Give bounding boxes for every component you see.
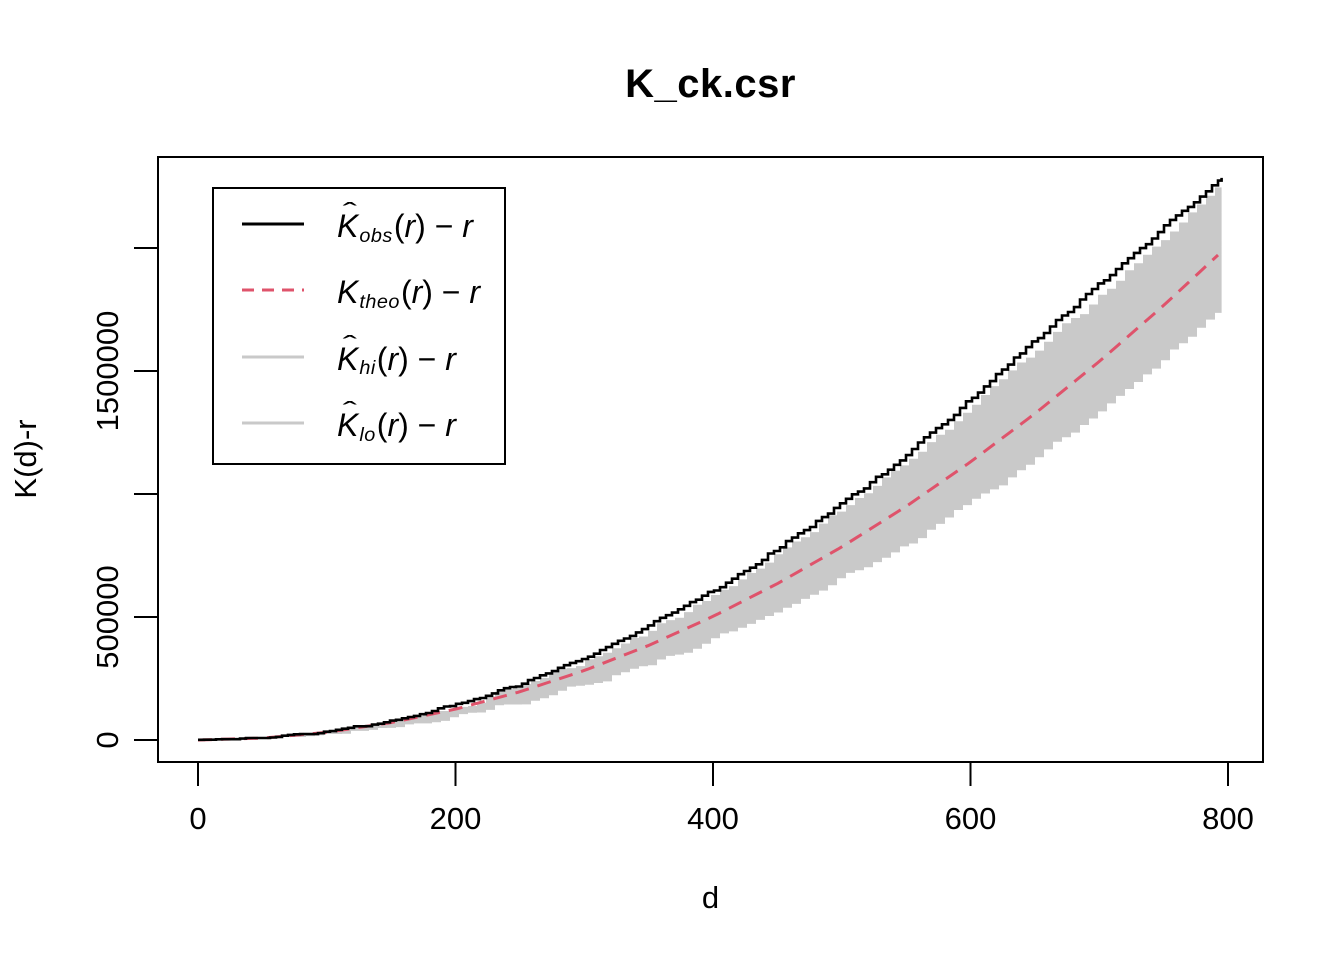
envelope-band [198,182,1222,741]
legend-box: ˆ Kobs(r) − r Ktheo(r) − r ˆ Khi(r) − r ˆ Klo(… [212,187,506,465]
legend-line-sample [214,337,336,382]
x-tick-label: 0 [189,801,207,836]
legend-entry: ˆ Klo(r) − r [214,397,504,455]
legend-line-sample [214,403,336,448]
hat-accent: ˆ [342,397,357,426]
chart-title: K_ck.csr [625,62,796,106]
x-tick-label: 600 [944,801,997,836]
hat-accent: ˆ [342,197,357,226]
hat-accent: ˆ [342,330,357,359]
legend-entry: ˆ Kobs(r) − r [214,197,504,255]
x-axis-title: d [701,880,720,915]
legend-entry: ˆ Khi(r) − r [214,330,504,388]
legend-label: ˆ Klo(r) − r [337,397,456,446]
legend-line-sample [214,270,336,315]
x-tick-label: 800 [1202,801,1254,836]
y-tick-label: 500000 [90,565,125,669]
legend-entry: Ktheo(r) − r [214,264,504,322]
y-tick-label: 1500000 [90,310,125,432]
x-tick-label: 400 [687,801,739,836]
legend-label: Ktheo(r) − r [337,274,481,314]
y-axis-title: K(d)-r [8,419,43,499]
plot-box [157,156,1264,763]
observed-curve [198,177,1223,742]
legend-line-sample [214,204,336,249]
x-tick-label: 200 [429,801,482,836]
legend-label: ˆ Kobs(r) − r [337,197,473,247]
legend-label: ˆ Khi(r) − r [337,330,456,380]
